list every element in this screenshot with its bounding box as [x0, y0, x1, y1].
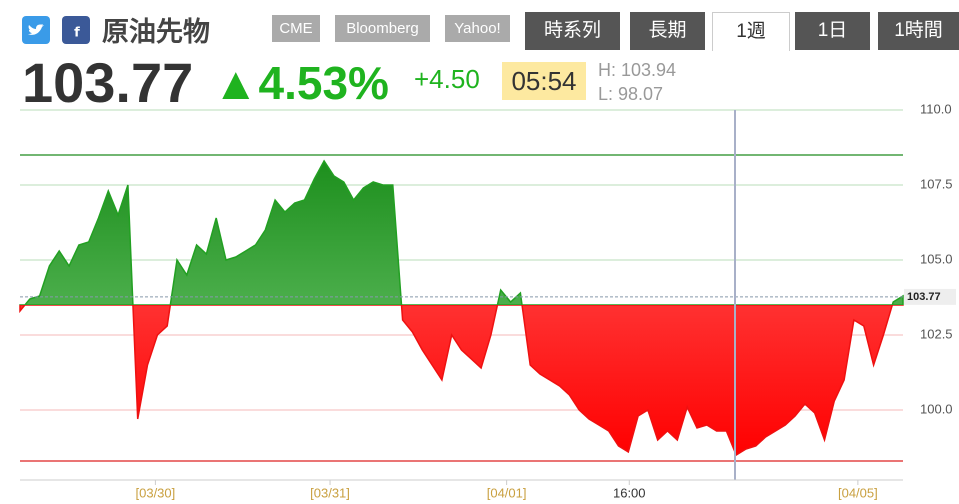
last-tag: [904, 288, 956, 305]
x-tick-label: [04/01]: [487, 485, 527, 500]
twitter-icon[interactable]: [22, 16, 50, 44]
y-tick-label: 100.0: [920, 401, 953, 416]
last-label: 103.77: [907, 291, 941, 303]
period-tab[interactable]: 1時間: [878, 12, 959, 50]
y-tick-label: 107.5: [920, 176, 953, 191]
period-tab[interactable]: 時系列: [525, 12, 620, 50]
y-tick-label: 105.0: [920, 251, 953, 266]
change: +4.50: [414, 64, 480, 94]
svg-text:f: f: [74, 26, 80, 41]
area-up: [19, 159, 904, 305]
x-tick-label: [03/31]: [310, 485, 350, 500]
source-link[interactable]: CME: [272, 15, 320, 42]
y-tick-label: 110.0: [920, 101, 952, 116]
x-tick-label: [03/30]: [136, 485, 176, 500]
change-pct: ▲4.53%: [213, 57, 389, 109]
x-tick-label: [04/05]: [838, 485, 878, 500]
low: L: 98.07: [598, 84, 664, 104]
period-tab[interactable]: 1週: [712, 12, 790, 51]
period-tab[interactable]: 1日: [795, 12, 870, 50]
facebook-icon[interactable]: f: [62, 16, 90, 44]
x-tick-label: 16:00: [613, 485, 646, 500]
y-tick-label: 102.5: [920, 326, 953, 341]
period-tab[interactable]: 長期: [630, 12, 705, 50]
source-link[interactable]: Bloomberg: [335, 15, 430, 42]
time: 05:54: [502, 62, 586, 100]
source-link[interactable]: Yahoo!: [445, 15, 510, 42]
price: 103.77: [22, 51, 194, 114]
area-down: [19, 305, 904, 457]
high: H: 103.94: [598, 60, 677, 80]
title: 原油先物: [102, 17, 210, 47]
